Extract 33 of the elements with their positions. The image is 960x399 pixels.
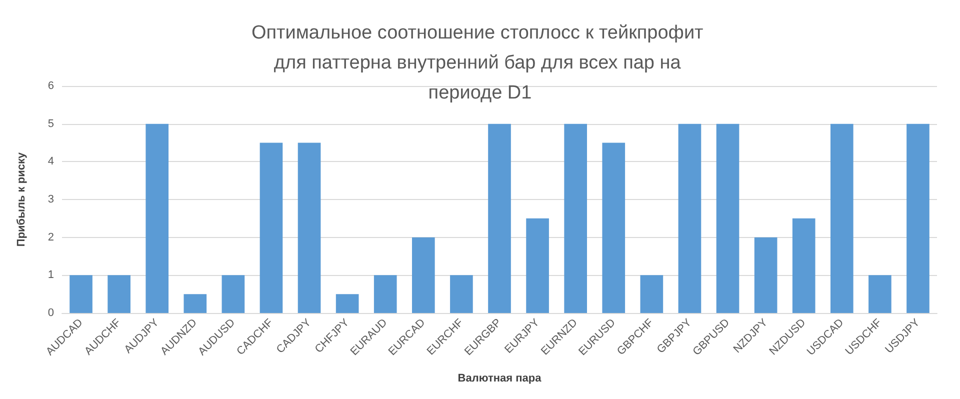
x-axis-title: Валютная пара — [458, 372, 542, 384]
y-tick-label: 0 — [48, 307, 54, 319]
bar — [412, 237, 435, 313]
y-axis-title: Прибыль к риску — [16, 152, 28, 247]
y-tick-label: 2 — [48, 231, 54, 244]
bar — [450, 275, 473, 313]
bar — [146, 124, 169, 313]
bar — [222, 275, 245, 313]
bar — [260, 142, 283, 313]
bar — [374, 275, 397, 313]
y-tick-label: 1 — [48, 269, 54, 282]
bar — [108, 275, 130, 313]
y-tick-label: 3 — [48, 194, 54, 206]
bar — [868, 275, 892, 313]
bar — [640, 275, 664, 313]
bar — [716, 124, 740, 313]
y-tick-label: 4 — [48, 156, 54, 168]
bar — [564, 124, 587, 313]
bar — [336, 294, 359, 313]
chart-title: Оптимальное соотношение стоплосс к тейкпрофит для паттерна внутренний бар для всех пар на периоде D1 — [251, 22, 709, 104]
bar — [70, 275, 92, 313]
bar — [792, 218, 816, 313]
bar — [754, 237, 778, 313]
bar — [488, 124, 511, 313]
bar — [526, 218, 549, 313]
bar — [184, 294, 207, 313]
bar — [678, 124, 702, 313]
bar — [298, 142, 321, 313]
bar — [906, 124, 930, 313]
y-tick-label: 5 — [48, 118, 54, 130]
y-tick-label: 6 — [48, 80, 54, 92]
bar — [830, 124, 854, 313]
bar — [602, 142, 626, 313]
